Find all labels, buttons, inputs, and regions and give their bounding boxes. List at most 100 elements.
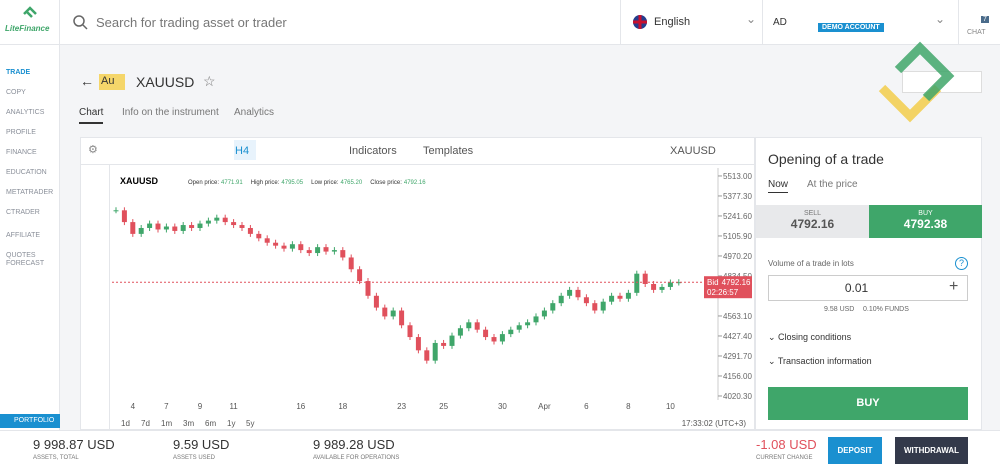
candle	[407, 325, 413, 338]
tab-underline	[79, 122, 103, 124]
info-label: Open price:	[188, 180, 219, 186]
candle	[306, 250, 312, 254]
stat-label: AVAILABLE FOR OPERATIONS	[313, 455, 400, 461]
candle	[323, 247, 329, 252]
candle	[583, 297, 589, 304]
candle	[382, 307, 388, 317]
bid-text: Bid	[707, 278, 719, 287]
mode-now[interactable]: Now	[768, 179, 789, 190]
range-button: 1m	[161, 419, 172, 428]
info-value: 4771.91	[221, 180, 243, 186]
candle	[457, 328, 463, 336]
x-tick-label: Apr	[538, 402, 551, 411]
sidebar-item[interactable]: EDUCATION	[6, 169, 47, 176]
volume-input[interactable]: 0.01 +	[768, 275, 968, 301]
instrument-symbol: XAUUSD	[136, 74, 195, 90]
divider	[762, 0, 763, 45]
stat-value: 9.59 USD	[173, 437, 230, 452]
closing-conditions[interactable]: ⌄ Closing conditions	[768, 332, 852, 342]
candle	[625, 292, 631, 299]
templates[interactable]: Templates	[423, 145, 474, 157]
range-button: 5y	[246, 419, 254, 428]
y-tick-label: 4291.70	[723, 352, 752, 361]
help-icon[interactable]: ?	[955, 257, 968, 270]
buy-label: BUY	[918, 210, 933, 217]
portfolio-tab[interactable]: PORTFOLIO	[0, 414, 60, 428]
candle	[256, 233, 262, 239]
candle	[264, 238, 270, 243]
account-type: DEMO ACCOUNT	[818, 23, 884, 32]
buy-tab[interactable]: BUY 4792.38	[869, 205, 982, 238]
favorite-star[interactable]: ☆	[203, 73, 216, 89]
back-arrow[interactable]: ←	[80, 73, 94, 89]
stat-value: 9 998.87 USD	[33, 437, 115, 452]
tab[interactable]: Chart	[79, 107, 104, 118]
info-value: 4792.16	[404, 180, 426, 186]
chat[interactable]: CHAT	[967, 29, 986, 36]
candle	[466, 322, 472, 329]
tab[interactable]: Info on the instrument	[122, 107, 219, 118]
logo-icon	[23, 6, 37, 18]
sidebar-item[interactable]: TRADE	[6, 69, 31, 76]
candle	[651, 284, 657, 290]
candle	[474, 322, 480, 330]
account[interactable]: AD	[773, 17, 787, 28]
sidebar-item[interactable]: QUOTES FORECAST	[6, 252, 45, 267]
symbol-select[interactable]: XAUUSD	[670, 145, 716, 157]
candle	[365, 281, 371, 296]
x-tick-label: 11	[229, 402, 238, 411]
sidebar-item[interactable]: PROFILE	[6, 129, 36, 136]
sidebar-item[interactable]: FINANCE	[6, 149, 37, 156]
candle	[617, 295, 623, 299]
y-tick-label: 4020.30	[723, 392, 752, 401]
sell-button[interactable]: SELL 4792.16	[756, 205, 869, 238]
divider	[620, 0, 621, 45]
search-icon	[73, 15, 88, 30]
transaction-info[interactable]: ⌄ Transaction information	[768, 356, 872, 366]
withdrawal-button[interactable]: WITHDRAWAL	[895, 437, 968, 464]
candle	[239, 225, 245, 228]
settings-icon[interactable]: ⚙	[88, 144, 98, 156]
sell-label: SELL	[803, 210, 822, 217]
sidebar-item[interactable]: AFFILIATE	[6, 232, 41, 239]
language[interactable]: English	[654, 16, 691, 28]
sidebar-item[interactable]: METATRADER	[6, 189, 54, 196]
toolbar: ⚙ H4 Indicators Templates XAUUSD	[80, 137, 755, 165]
sidebar-item[interactable]: ANALYTICS	[6, 109, 45, 116]
change-value: -1.08 USD	[756, 437, 817, 452]
x-tick-label: 16	[296, 402, 305, 411]
y-tick-label: 5105.90	[723, 232, 752, 241]
candle	[147, 223, 153, 228]
candle	[315, 247, 321, 254]
candle	[121, 210, 127, 223]
search-input[interactable]: Search for trading asset or trader	[96, 15, 287, 30]
indicators[interactable]: Indicators	[349, 145, 397, 157]
plus[interactable]: +	[949, 278, 959, 295]
sidebar-item[interactable]: CTRADER	[6, 209, 40, 216]
stat-value: 9 989.28 USD	[313, 437, 395, 452]
candle	[214, 217, 220, 221]
timeframe[interactable]: H4	[235, 145, 250, 157]
candle	[432, 342, 438, 361]
candle	[508, 329, 514, 335]
mode-at-price[interactable]: At the price	[807, 179, 858, 190]
buy-button[interactable]: BUY	[768, 387, 968, 420]
chart-time: 17:33:02 (UTC+3)	[682, 419, 747, 428]
timer: 02:26:57	[707, 288, 739, 297]
chat-count: 7	[981, 16, 989, 23]
change-label: CURRENT CHANGE	[756, 455, 813, 461]
range-button: 7d	[141, 419, 150, 428]
candle	[659, 286, 665, 290]
mode-underline	[768, 192, 788, 193]
stat-label: ASSETS, TOTAL	[33, 455, 79, 461]
candle	[424, 350, 430, 361]
info-value: 4795.05	[281, 180, 303, 186]
price-info: Open price: 4771.91	[188, 180, 243, 186]
panel-title: Opening of a trade	[768, 151, 884, 167]
candle	[113, 210, 119, 212]
price-info: Low price: 4765.20	[311, 180, 363, 186]
candle	[205, 220, 211, 224]
sidebar-item[interactable]: COPY	[6, 89, 26, 96]
tab[interactable]: Analytics	[234, 107, 275, 118]
deposit-button[interactable]: DEPOSIT	[828, 437, 882, 464]
